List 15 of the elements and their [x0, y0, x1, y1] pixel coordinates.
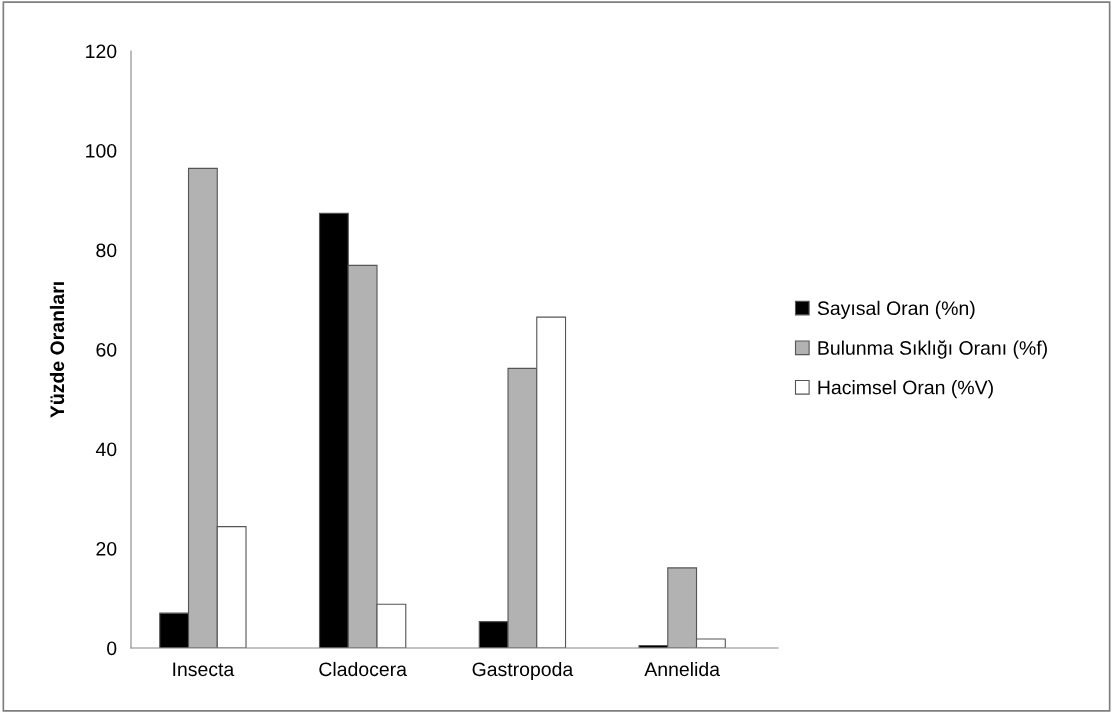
x-tick-label: Insecta: [173, 662, 235, 677]
y-tick-label: 120: [86, 44, 117, 59]
x-tick-label: Cladocera: [319, 661, 407, 677]
legend-label: Bulunma Sıklığı Oranı (%f): [818, 340, 1047, 359]
legend-label: Hacimsel Oran (%V): [818, 380, 993, 399]
y-tick-label: 60: [96, 342, 117, 357]
y-tick-label: 40: [95, 442, 117, 457]
x-tick-label: Annelida: [644, 661, 720, 677]
legend-label: Sayısal Oran (%n): [817, 300, 975, 319]
y-tick-label: 100: [86, 143, 117, 158]
y-axis-title: Yüzde Oranları: [49, 282, 65, 418]
x-tick-label: Gastropoda: [472, 661, 574, 681]
y-tick-label: 20: [96, 541, 117, 556]
y-tick-label: 80: [96, 243, 117, 258]
y-tick-label: 0: [107, 641, 117, 656]
